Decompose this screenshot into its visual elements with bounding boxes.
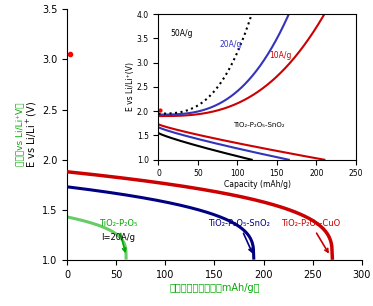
Text: TiO₂-P₂O₅-SnO₂: TiO₂-P₂O₅-SnO₂ [208,219,270,252]
Text: TiO₂-P₂O₅: TiO₂-P₂O₅ [99,219,137,252]
Text: 電位（vs Li/Li⁺V）: 電位（vs Li/Li⁺V） [16,103,25,166]
X-axis label: 充・放電容量密度（mAh/g）: 充・放電容量密度（mAh/g） [169,283,260,293]
Text: I=20A/g: I=20A/g [101,233,135,242]
Text: TiO₂-P₂O₅-CuO: TiO₂-P₂O₅-CuO [281,219,340,252]
Y-axis label: E vs Li/Li$^+$(V): E vs Li/Li$^+$(V) [25,101,39,168]
